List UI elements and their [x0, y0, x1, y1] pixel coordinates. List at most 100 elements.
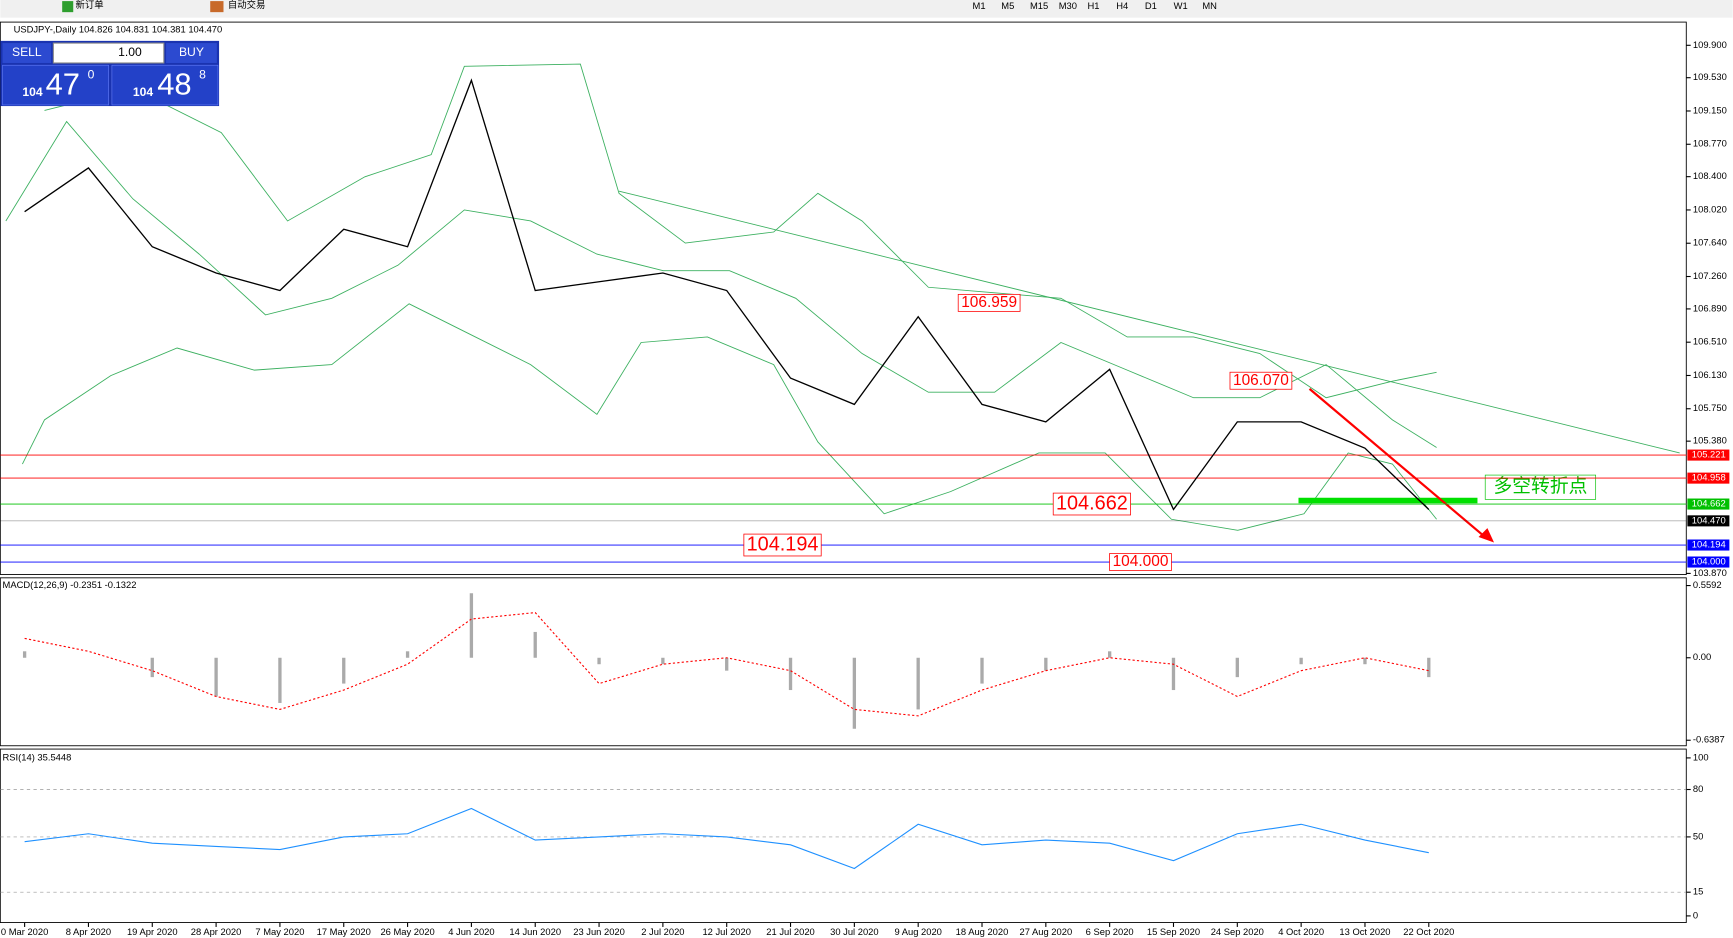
rsi-line — [24, 807, 1429, 870]
auto-trade-button[interactable]: 自动交易 — [228, 0, 266, 10]
x-tick-label: 28 Apr 2020 — [191, 926, 242, 937]
y-tick-label: 50 — [1693, 830, 1703, 841]
y-tick-label: 106.510 — [1693, 336, 1727, 347]
x-tick-label: 7 May 2020 — [255, 926, 304, 937]
annotation-box — [957, 293, 1021, 312]
y-tick-label: 105.380 — [1693, 435, 1727, 446]
timeframe-button[interactable]: D1 — [1145, 0, 1157, 11]
sell-label[interactable]: SELL — [12, 45, 42, 59]
buy-price-sup: 8 — [199, 67, 206, 81]
toolbar — [0, 0, 1733, 18]
y-tick-label: 80 — [1693, 783, 1703, 794]
level-tag-label: 104.000 — [1692, 556, 1726, 567]
x-tick-label: 12 Jul 2020 — [702, 926, 750, 937]
x-tick-label: 0 Mar 2020 — [1, 926, 48, 937]
x-tick-label: 22 Oct 2020 — [1403, 926, 1454, 937]
x-tick-label: 8 Apr 2020 — [66, 926, 111, 937]
annotation-label: 106.070 — [1233, 372, 1289, 389]
price-panel — [0, 21, 1687, 575]
y-tick-label: 0.5592 — [1693, 579, 1722, 590]
timeframe-button[interactable]: MN — [1202, 0, 1217, 11]
buy-price-box[interactable] — [111, 64, 219, 106]
arrow-head — [1478, 528, 1495, 543]
y-tick-label: 106.130 — [1693, 369, 1727, 380]
macd-signal — [24, 611, 1429, 717]
annotation-box — [1109, 553, 1172, 571]
timeframe-button[interactable]: M30 — [1059, 0, 1077, 11]
timeframe-button[interactable]: M1 — [973, 0, 986, 11]
timeframe-button[interactable]: M5 — [1001, 0, 1014, 11]
bollinger-bands — [5, 63, 1680, 531]
timeframe-button[interactable]: M15 — [1030, 0, 1048, 11]
y-tick-label: 103.870 — [1693, 567, 1727, 578]
y-tick-label: 108.770 — [1693, 138, 1727, 149]
annotation-label: 106.959 — [961, 294, 1017, 311]
buy-label[interactable]: BUY — [179, 45, 204, 59]
level-tag — [1687, 539, 1730, 551]
auto-trade-icon[interactable] — [210, 1, 224, 13]
y-tick-label: 109.900 — [1693, 39, 1727, 50]
x-tick-label: 18 Aug 2020 — [956, 926, 1009, 937]
annotation-label: 104.000 — [1113, 553, 1169, 570]
x-tick-label: 2 Jul 2020 — [641, 926, 684, 937]
timeframe-button[interactable]: H1 — [1087, 0, 1099, 11]
annotation-label: 104.194 — [747, 533, 819, 555]
annotation-box — [1229, 371, 1293, 390]
y-tick-label: -0.6387 — [1693, 734, 1725, 745]
buy-price-big: 104 — [133, 85, 154, 99]
rsi-label: RSI(14) 35.5448 — [3, 751, 72, 762]
macd-label: MACD(12,26,9) -0.2351 -0.1322 — [3, 579, 137, 590]
x-tick-label: 17 May 2020 — [317, 926, 371, 937]
y-tick-label: 106.890 — [1693, 302, 1727, 313]
x-tick-label: 4 Oct 2020 — [1278, 926, 1324, 937]
y-tick-label: 108.400 — [1693, 170, 1727, 181]
level-tag — [1687, 498, 1730, 510]
y-tick-label: 108.020 — [1693, 203, 1727, 214]
macd-panel — [0, 577, 1687, 747]
level-tag — [1687, 515, 1730, 527]
volume-field[interactable] — [52, 42, 165, 64]
x-tick-label: 24 Sep 2020 — [1211, 926, 1264, 937]
sell-price-big: 104 — [22, 85, 43, 99]
trend-arrow — [1308, 388, 1488, 539]
x-tick-label: 13 Oct 2020 — [1339, 926, 1390, 937]
level-tag-label: 104.958 — [1692, 472, 1726, 483]
annotation-label: 104.662 — [1056, 492, 1128, 514]
y-tick-label: 105.750 — [1693, 402, 1727, 413]
annotation-box — [743, 533, 822, 557]
level-tag-label: 104.662 — [1692, 498, 1726, 509]
volume-value[interactable]: 1.00 — [118, 45, 142, 59]
rsi-panel — [0, 748, 1687, 923]
x-tick-label: 27 Aug 2020 — [1020, 926, 1073, 937]
y-tick-label: 109.530 — [1693, 71, 1727, 82]
note-box — [1484, 474, 1597, 500]
chart-header: USDJPY-,Daily 104.826 104.831 104.381 10… — [14, 23, 223, 34]
x-tick-label: 30 Jul 2020 — [830, 926, 878, 937]
close-line — [24, 78, 1430, 511]
timeframe-button[interactable]: W1 — [1174, 0, 1188, 11]
sell-price-sup: 0 — [88, 67, 95, 81]
new-order-button[interactable]: 新订单 — [75, 0, 103, 10]
level-tag-label: 105.221 — [1692, 449, 1726, 460]
buy-button[interactable] — [166, 43, 217, 63]
new-order-icon[interactable] — [62, 1, 74, 13]
y-tick-label: 109.150 — [1693, 104, 1727, 115]
x-tick-label: 19 Apr 2020 — [127, 926, 178, 937]
sell-button[interactable] — [2, 43, 52, 63]
annotation-box — [1052, 492, 1131, 516]
turning-point-note: 多空转折点 — [1494, 475, 1588, 496]
y-tick-label: 107.260 — [1693, 270, 1727, 281]
x-tick-label: 21 Jul 2020 — [766, 926, 814, 937]
timeframe-button[interactable]: H4 — [1116, 0, 1128, 11]
level-tag — [1687, 472, 1730, 484]
level-tag — [1687, 556, 1730, 568]
y-tick-label: 107.640 — [1693, 237, 1727, 248]
x-tick-label: 4 Jun 2020 — [448, 926, 494, 937]
sell-price-box[interactable] — [2, 64, 109, 106]
level-tag-label: 104.470 — [1692, 514, 1726, 525]
x-tick-label: 14 Jun 2020 — [509, 926, 561, 937]
level-tag — [1687, 449, 1730, 461]
buy-price-main: 48 — [157, 66, 191, 101]
x-tick-label: 15 Sep 2020 — [1147, 926, 1200, 937]
